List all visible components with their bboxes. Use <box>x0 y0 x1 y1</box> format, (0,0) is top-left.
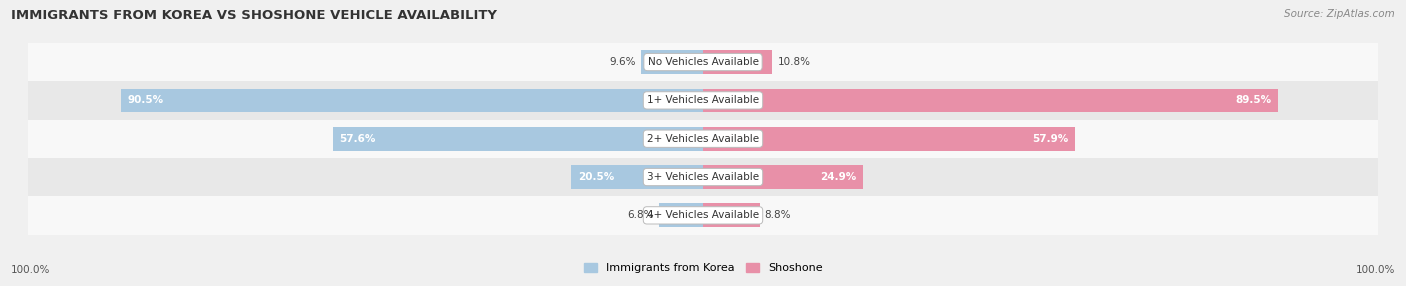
Bar <box>703 165 863 189</box>
Bar <box>703 88 1278 112</box>
Text: 57.6%: 57.6% <box>339 134 375 144</box>
Bar <box>28 81 1378 120</box>
Text: 2+ Vehicles Available: 2+ Vehicles Available <box>647 134 759 144</box>
Text: 8.8%: 8.8% <box>765 210 792 220</box>
Text: 1+ Vehicles Available: 1+ Vehicles Available <box>647 96 759 105</box>
Text: Source: ZipAtlas.com: Source: ZipAtlas.com <box>1284 9 1395 19</box>
Bar <box>333 127 703 151</box>
Bar <box>28 120 1378 158</box>
Bar <box>571 165 703 189</box>
Text: 100.0%: 100.0% <box>1355 265 1395 275</box>
Bar <box>28 43 1378 81</box>
Text: 57.9%: 57.9% <box>1032 134 1069 144</box>
Text: 20.5%: 20.5% <box>578 172 614 182</box>
Text: 4+ Vehicles Available: 4+ Vehicles Available <box>647 210 759 220</box>
Legend: Immigrants from Korea, Shoshone: Immigrants from Korea, Shoshone <box>579 258 827 278</box>
Text: 100.0%: 100.0% <box>11 265 51 275</box>
Text: 90.5%: 90.5% <box>128 96 165 105</box>
Text: 24.9%: 24.9% <box>820 172 856 182</box>
Text: IMMIGRANTS FROM KOREA VS SHOSHONE VEHICLE AVAILABILITY: IMMIGRANTS FROM KOREA VS SHOSHONE VEHICL… <box>11 9 498 21</box>
Bar <box>703 127 1076 151</box>
Bar <box>28 196 1378 235</box>
Bar <box>121 88 703 112</box>
Text: 3+ Vehicles Available: 3+ Vehicles Available <box>647 172 759 182</box>
Bar <box>659 203 703 227</box>
Text: 9.6%: 9.6% <box>610 57 636 67</box>
Text: 89.5%: 89.5% <box>1236 96 1272 105</box>
Bar <box>703 203 759 227</box>
Bar <box>703 50 772 74</box>
Text: No Vehicles Available: No Vehicles Available <box>648 57 758 67</box>
Text: 6.8%: 6.8% <box>627 210 654 220</box>
Bar <box>28 158 1378 196</box>
Bar <box>641 50 703 74</box>
Text: 10.8%: 10.8% <box>778 57 810 67</box>
